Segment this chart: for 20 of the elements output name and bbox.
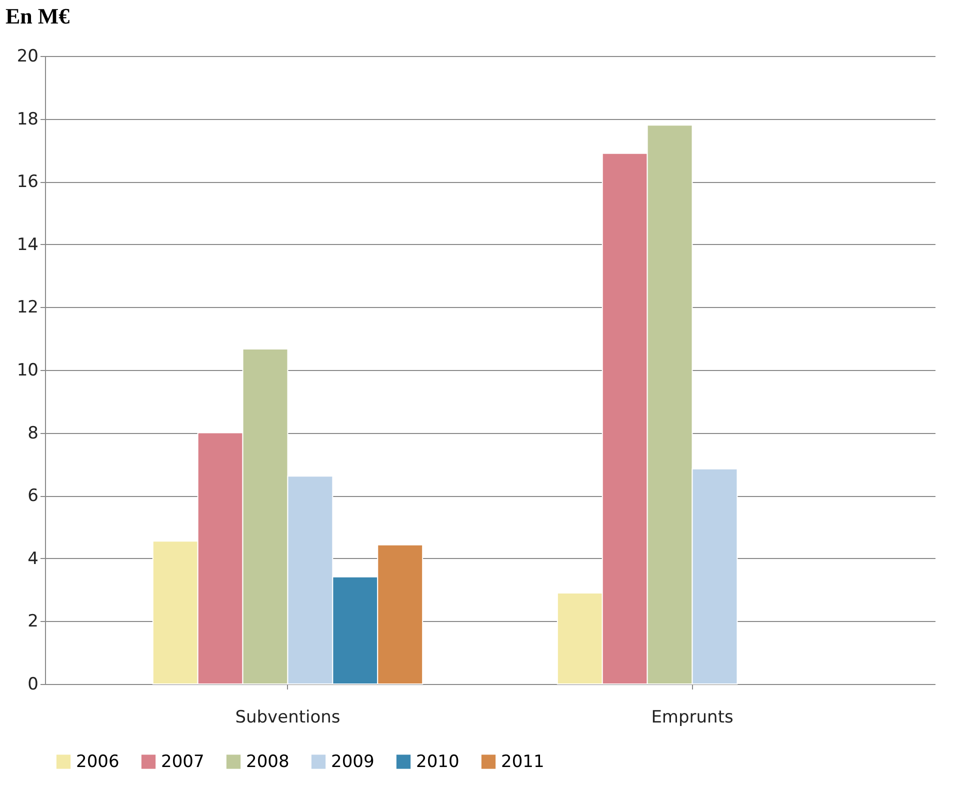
y-tick-label: 8: [28, 423, 38, 444]
y-tick-label: 20: [16, 46, 38, 66]
x-tick-label: Subventions: [235, 708, 340, 728]
y-tick-label: 14: [16, 234, 38, 255]
y-tick-label: 18: [16, 109, 38, 130]
y-tick-label: 16: [16, 172, 38, 192]
y-tick-label: 6: [28, 486, 38, 506]
y-tick-label: 0: [28, 674, 38, 694]
legend-label: 2011: [501, 752, 544, 772]
y-tick-label: 12: [16, 298, 38, 318]
y-tick-label: 10: [16, 360, 38, 380]
y-tick-label: 2: [28, 612, 38, 632]
legend-label: 2008: [246, 752, 290, 772]
legend-label: 2007: [161, 752, 204, 772]
y-tick-label: 4: [28, 548, 38, 569]
legend-label: 2006: [76, 752, 120, 772]
legend-label: 2009: [331, 752, 374, 772]
x-tick-label: Emprunts: [651, 708, 734, 728]
y-axis-title: En M€: [6, 4, 70, 28]
legend-label: 2010: [416, 752, 460, 772]
